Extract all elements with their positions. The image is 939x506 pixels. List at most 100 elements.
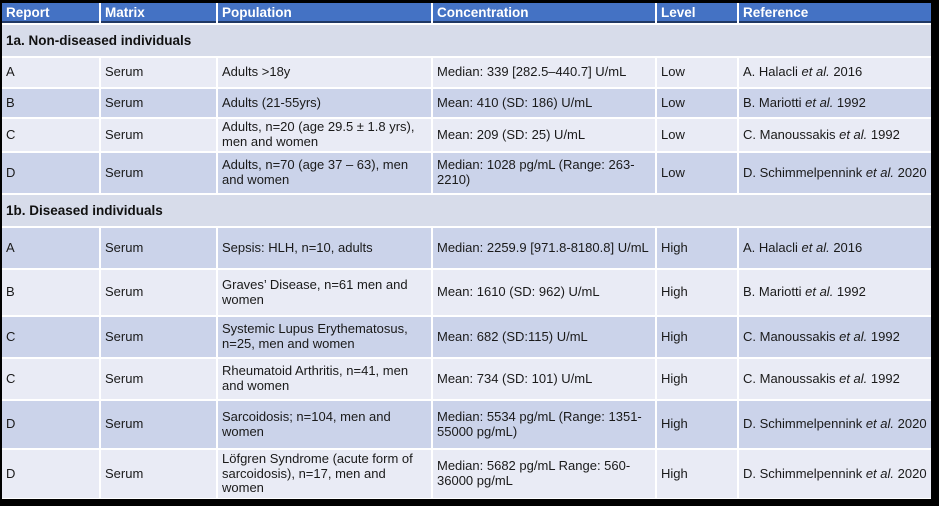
reference-text: D. Schimmelpennink et al. 2020	[743, 416, 927, 432]
reference-text: C. Manoussakis et al. 1992	[743, 126, 900, 143]
cell-concentration: Mean: 209 (SD: 25) U/mL	[433, 119, 655, 151]
cell-population-text: Rheumatoid Arthritis, n=41, men and wome…	[222, 363, 412, 393]
cell-matrix-text: Serum	[105, 370, 144, 386]
cell-report: C	[2, 317, 99, 357]
cell-report: D	[2, 401, 99, 448]
cell-report-text: C	[6, 328, 16, 344]
cell-concentration: Mean: 682 (SD:115) U/mL	[433, 317, 655, 357]
cell-concentration-text: Mean: 410 (SD: 186) U/mL	[437, 94, 593, 110]
cell-concentration-text: Median: 1028 pg/mL (Range: 263-2210)	[437, 157, 635, 187]
cell-level: Low	[657, 58, 737, 87]
cell-population: Sepsis: HLH, n=10, adults	[218, 228, 431, 268]
reference-authors: C. Manoussakis	[743, 370, 840, 386]
reference-authors: D. Schimmelpennink	[743, 416, 866, 432]
cell-matrix: Serum	[101, 450, 216, 498]
cell-level: High	[657, 359, 737, 399]
cell-reference: C. Manoussakis et al. 1992	[739, 119, 931, 151]
table-grid: Report Matrix Population Concentration L…	[2, 3, 931, 499]
cell-population-text: Adults, n=20 (age 29.5 ± 1.8 yrs), men a…	[222, 119, 419, 149]
section-header: 1b. Diseased individuals	[2, 195, 931, 226]
cell-population: Adults, n=20 (age 29.5 ± 1.8 yrs), men a…	[218, 119, 431, 151]
cell-matrix-text: Serum	[105, 164, 144, 180]
reference-etal: et al.	[865, 164, 895, 180]
cell-matrix: Serum	[101, 89, 216, 117]
cell-level: High	[657, 401, 737, 448]
column-header-matrix: Matrix	[101, 3, 216, 23]
column-header-concentration: Concentration	[433, 3, 655, 23]
cell-matrix-text: Serum	[105, 94, 144, 110]
reference-year: 2016	[829, 64, 863, 80]
cell-level: Low	[657, 153, 737, 193]
reference-text: B. Mariotti et al. 1992	[743, 94, 866, 111]
reference-etal: et al.	[865, 465, 895, 481]
reference-etal: et al.	[805, 284, 834, 300]
cell-matrix: Serum	[101, 153, 216, 193]
cell-level-text: Low	[661, 126, 685, 142]
reference-year: 1992	[833, 94, 866, 110]
cell-concentration-text: Mean: 734 (SD: 101) U/mL	[437, 370, 593, 386]
cell-concentration-text: Mean: 209 (SD: 25) U/mL	[437, 126, 586, 142]
cell-level-text: High	[661, 328, 688, 344]
reference-text: A. Halacli et al. 2016	[743, 64, 863, 80]
reference-text: A. Halacli et al. 2016	[743, 239, 863, 256]
cell-matrix: Serum	[101, 401, 216, 448]
cell-population: Adults, n=70 (age 37 – 63), men and wome…	[218, 153, 431, 193]
cell-concentration: Median: 339 [282.5–440.7] U/mL	[433, 58, 655, 87]
cell-level-text: Low	[661, 164, 685, 180]
cell-concentration: Median: 2259.9 [971.8-8180.8] U/mL	[433, 228, 655, 268]
reference-etal: et al.	[839, 126, 868, 142]
concentration-table: Report Matrix Population Concentration L…	[2, 3, 931, 499]
reference-year: 1992	[833, 284, 866, 300]
reference-etal: et al.	[839, 370, 868, 386]
cell-report: B	[2, 89, 99, 117]
cell-reference: B. Mariotti et al. 1992	[739, 270, 931, 315]
cell-report-text: B	[6, 284, 15, 300]
reference-year: 2020	[894, 465, 927, 481]
cell-concentration-text: Median: 2259.9 [971.8-8180.8] U/mL	[437, 239, 649, 255]
cell-concentration: Median: 5682 pg/mL Range: 560-36000 pg/m…	[433, 450, 655, 498]
reference-etal: et al.	[865, 416, 895, 432]
cell-population-text: Adults, n=70 (age 37 – 63), men and wome…	[222, 157, 412, 187]
cell-report: C	[2, 119, 99, 151]
reference-etal: et al.	[801, 64, 830, 80]
reference-text: C. Manoussakis et al. 1992	[743, 370, 900, 387]
cell-reference: D. Schimmelpennink et al. 2020	[739, 401, 931, 448]
reference-text: C. Manoussakis et al. 1992	[743, 328, 900, 345]
cell-report-text: C	[6, 370, 16, 386]
cell-level: High	[657, 270, 737, 315]
cell-level: High	[657, 450, 737, 498]
section-header: 1a. Non-diseased individuals	[2, 25, 931, 56]
cell-concentration-text: Mean: 1610 (SD: 962) U/mL	[437, 284, 600, 300]
cell-matrix-text: Serum	[105, 416, 144, 432]
cell-concentration: Median: 5534 pg/mL (Range: 1351-55000 pg…	[433, 401, 655, 448]
cell-report-text: D	[6, 465, 16, 481]
reference-year: 2016	[829, 239, 863, 255]
cell-population-text: Löfgren Syndrome (acute form of sarcoido…	[222, 450, 417, 496]
cell-population-text: Adults >18y	[222, 64, 291, 80]
cell-report-text: D	[6, 416, 16, 432]
cell-matrix-text: Serum	[105, 239, 144, 255]
cell-level: High	[657, 228, 737, 268]
reference-authors: A. Halacli	[743, 239, 802, 255]
cell-matrix: Serum	[101, 270, 216, 315]
cell-concentration: Mean: 734 (SD: 101) U/mL	[433, 359, 655, 399]
cell-population: Sarcoidosis; n=104, men and women	[218, 401, 431, 448]
reference-authors: C. Manoussakis	[743, 328, 840, 344]
reference-year: 1992	[867, 328, 900, 344]
cell-report-text: A	[6, 64, 15, 80]
cell-concentration-text: Mean: 682 (SD:115) U/mL	[437, 328, 588, 344]
cell-reference: A. Halacli et al. 2016	[739, 58, 931, 87]
cell-population-text: Sarcoidosis; n=104, men and women	[222, 408, 395, 439]
cell-level-text: High	[661, 465, 688, 481]
column-header-report: Report	[2, 3, 99, 23]
cell-report-text: B	[6, 94, 15, 110]
cell-population: Löfgren Syndrome (acute form of sarcoido…	[218, 450, 431, 498]
cell-report: D	[2, 153, 99, 193]
reference-etal: et al.	[839, 328, 868, 344]
cell-reference: C. Manoussakis et al. 1992	[739, 317, 931, 357]
reference-text: B. Mariotti et al. 1992	[743, 284, 866, 300]
cell-concentration: Median: 1028 pg/mL (Range: 263-2210)	[433, 153, 655, 193]
cell-matrix: Serum	[101, 359, 216, 399]
column-header-population: Population	[218, 3, 431, 23]
cell-population: Rheumatoid Arthritis, n=41, men and wome…	[218, 359, 431, 399]
